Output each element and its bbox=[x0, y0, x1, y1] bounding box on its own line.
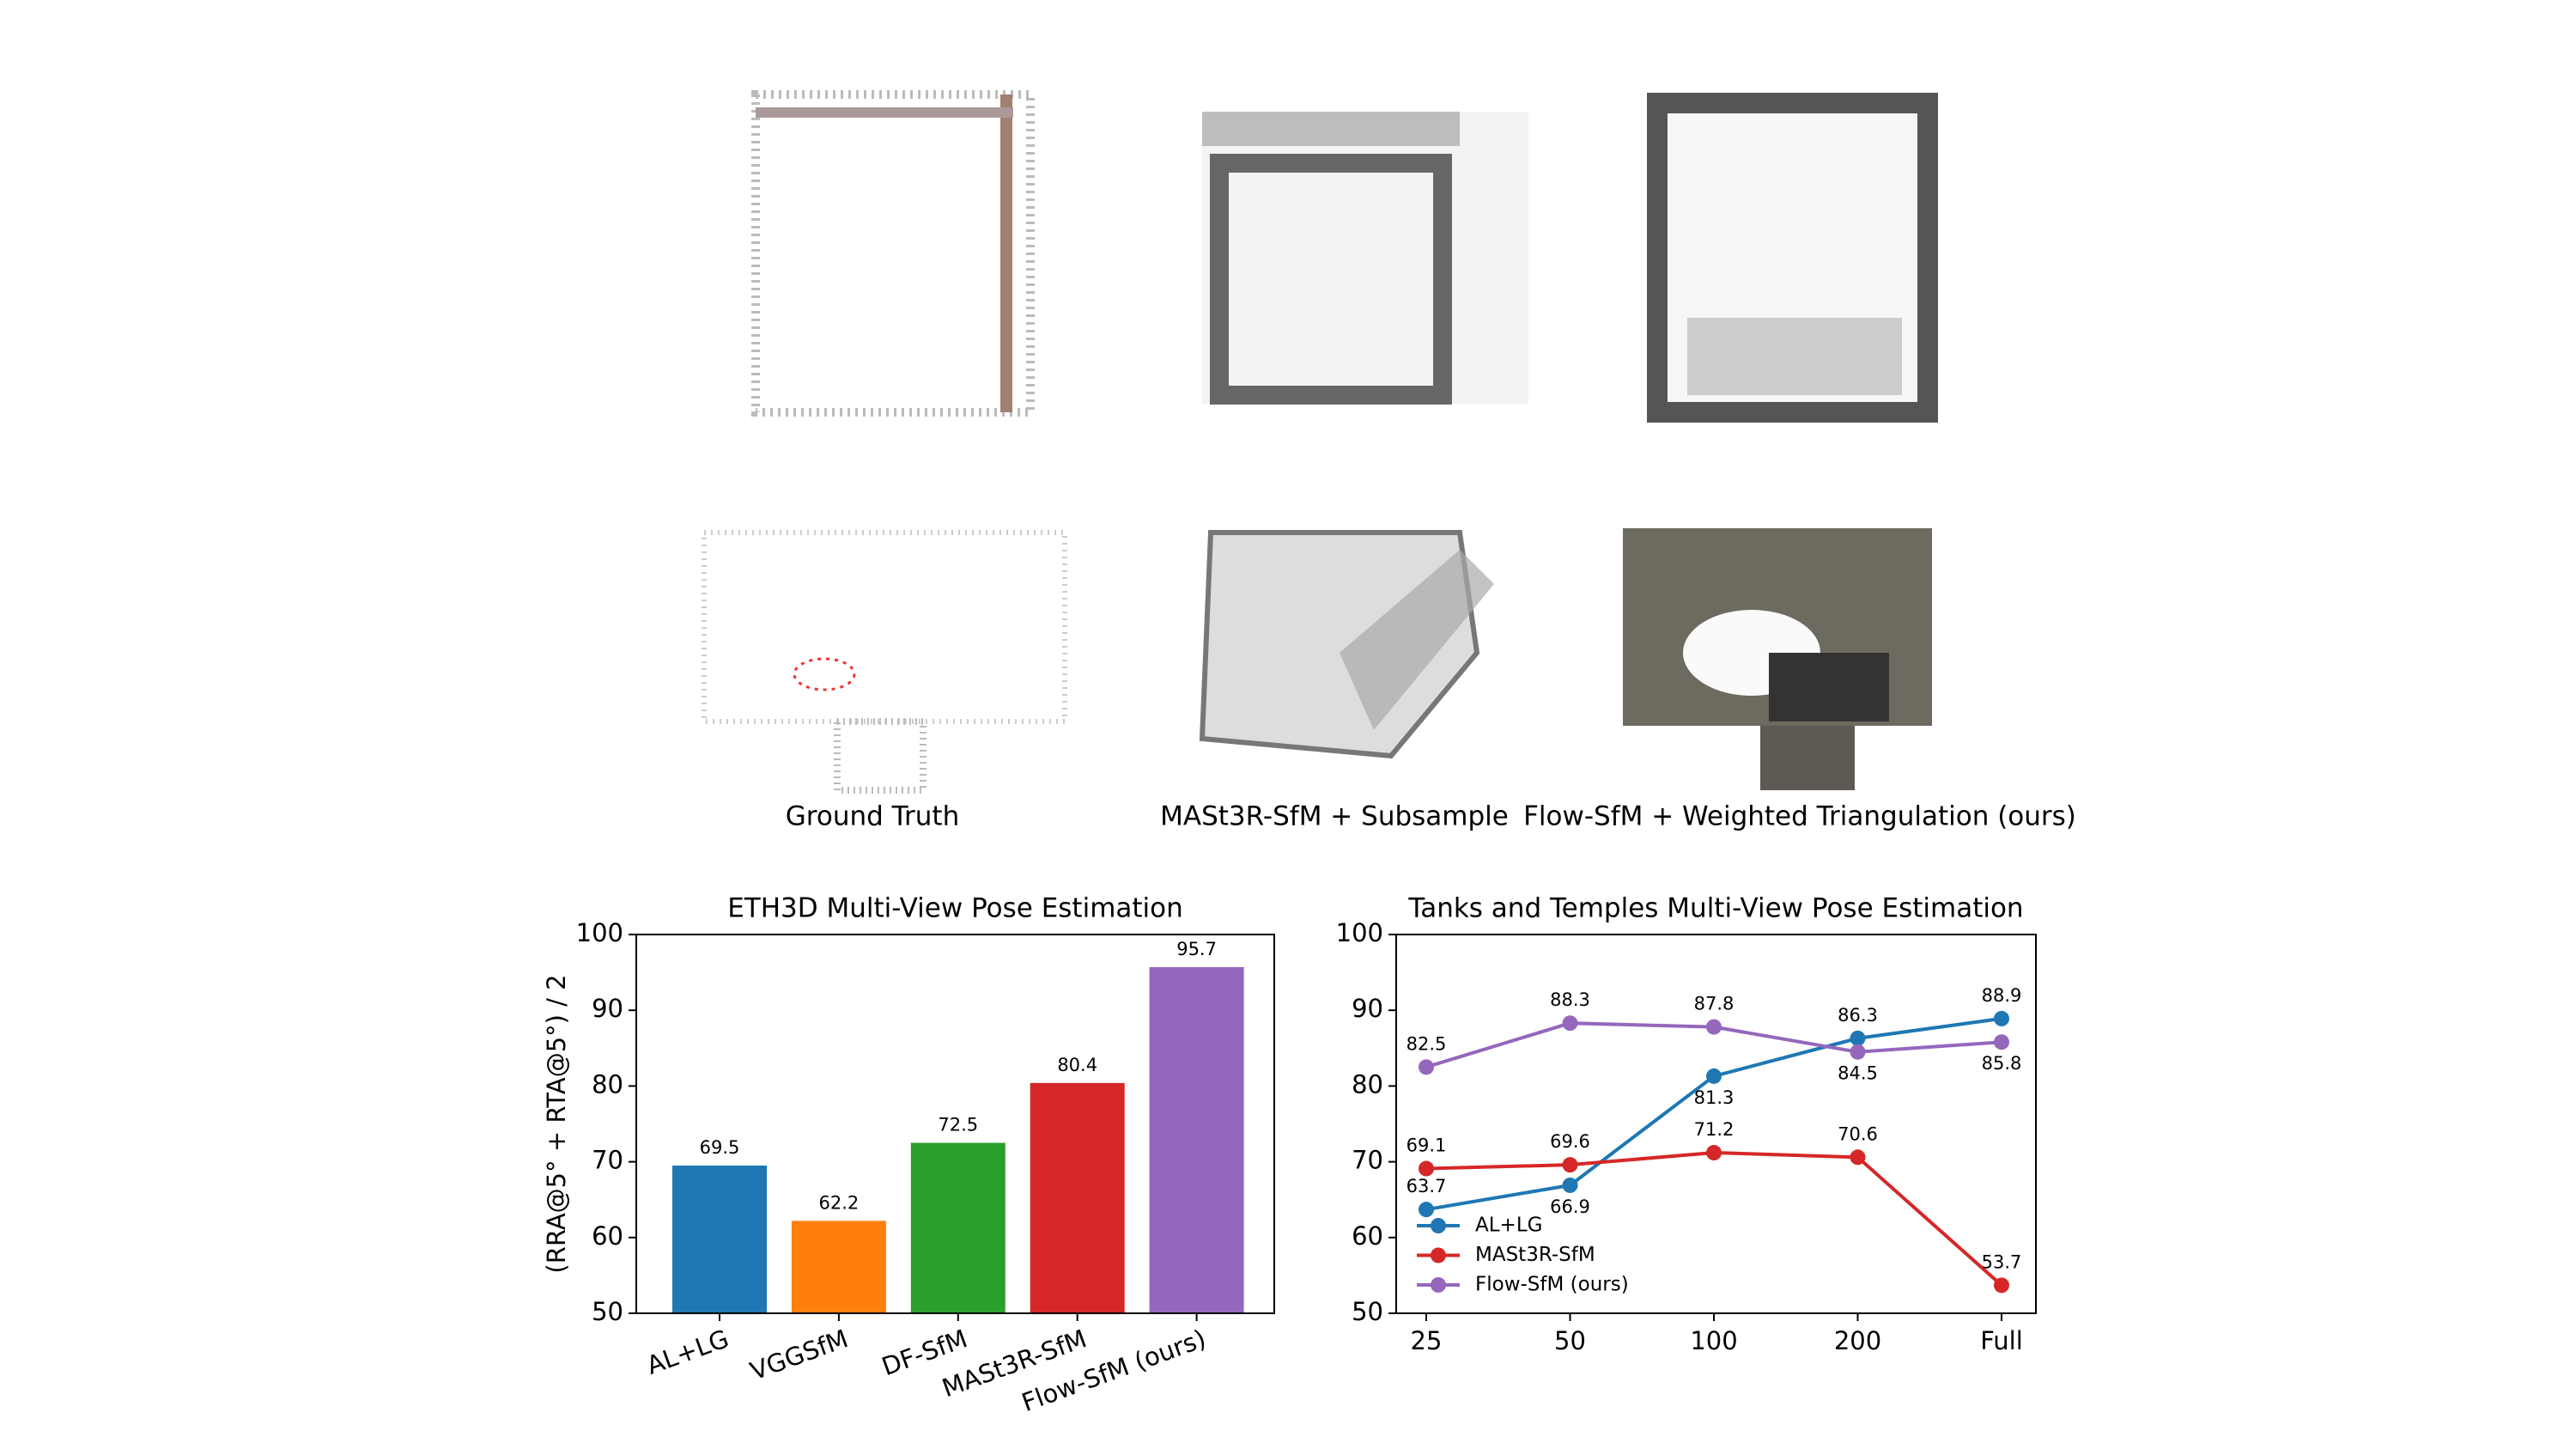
marker bbox=[1419, 1202, 1434, 1218]
marker bbox=[1419, 1059, 1434, 1075]
data-label: 86.3 bbox=[1838, 1005, 1878, 1026]
y-tick-label: 70 bbox=[1352, 1146, 1383, 1175]
reconstruction-images bbox=[702, 90, 1938, 794]
y-tick-label: 60 bbox=[592, 1221, 623, 1251]
image-mast3r-top bbox=[1202, 112, 1528, 405]
data-label: 87.8 bbox=[1694, 994, 1735, 1014]
data-label: 66.9 bbox=[1550, 1196, 1590, 1217]
y-tick-label: 50 bbox=[1352, 1297, 1383, 1326]
marker bbox=[1994, 1010, 2009, 1026]
legend-label: MASt3R-SfM bbox=[1475, 1244, 1595, 1266]
y-tick-label: 80 bbox=[592, 1069, 623, 1099]
data-label: 72.5 bbox=[938, 1115, 978, 1135]
y-tick-label: 60 bbox=[1352, 1221, 1383, 1251]
marker bbox=[1419, 1160, 1434, 1177]
bar bbox=[791, 1221, 886, 1313]
data-label: 63.7 bbox=[1406, 1176, 1447, 1196]
bar bbox=[1030, 1082, 1125, 1313]
x-tick-label: AL+LG bbox=[643, 1324, 733, 1380]
image-ground-truth-bottom bbox=[702, 530, 1067, 794]
y-tick-label: 50 bbox=[592, 1297, 623, 1326]
image-flowsfm-bottom bbox=[1623, 528, 1932, 790]
marker bbox=[1562, 1157, 1578, 1173]
legend-label: AL+LG bbox=[1475, 1215, 1542, 1237]
caption: MASt3R-SfM + Subsample bbox=[1160, 801, 1509, 832]
x-tick-label: 200 bbox=[1834, 1326, 1881, 1355]
data-label: 69.6 bbox=[1550, 1131, 1590, 1152]
data-label: 81.3 bbox=[1694, 1087, 1735, 1108]
image-flowsfm-top bbox=[1647, 93, 1938, 423]
y-axis-label: (RRA@5° + RTA@5°) / 2 bbox=[542, 974, 571, 1273]
x-tick-label: 50 bbox=[1554, 1326, 1586, 1355]
data-label: 53.7 bbox=[1982, 1251, 2022, 1272]
legend-label: Flow-SfM (ours) bbox=[1475, 1274, 1629, 1296]
data-label: 62.2 bbox=[819, 1192, 860, 1213]
legend-marker bbox=[1431, 1277, 1446, 1293]
data-label: 88.3 bbox=[1550, 989, 1590, 1010]
data-label: 88.9 bbox=[1982, 985, 2022, 1006]
y-tick-label: 90 bbox=[1352, 994, 1383, 1023]
legend-marker bbox=[1431, 1247, 1446, 1263]
data-label: 69.1 bbox=[1406, 1135, 1447, 1156]
data-label: 95.7 bbox=[1176, 939, 1217, 959]
axes-frame bbox=[635, 934, 1275, 1314]
marker bbox=[1562, 1177, 1578, 1193]
marker bbox=[1850, 1149, 1866, 1166]
y-tick-label: 100 bbox=[576, 918, 623, 947]
marker bbox=[1850, 1030, 1866, 1046]
bar bbox=[672, 1166, 767, 1313]
x-tick-label: VGGSfM bbox=[746, 1324, 852, 1385]
y-tick-label: 90 bbox=[592, 994, 623, 1023]
image-mast3r-bottom bbox=[1199, 530, 1494, 759]
caption: Ground Truth bbox=[786, 801, 959, 832]
marker bbox=[1706, 1019, 1722, 1035]
legend-marker bbox=[1431, 1218, 1446, 1233]
data-label: 84.5 bbox=[1838, 1063, 1878, 1084]
x-tick-label: Full bbox=[1980, 1326, 2023, 1355]
marker bbox=[1850, 1044, 1866, 1060]
marker bbox=[1706, 1068, 1722, 1084]
caption: Flow-SfM + Weighted Triangulation (ours) bbox=[1523, 801, 2076, 832]
bar bbox=[910, 1142, 1005, 1313]
image-ground-truth-top bbox=[751, 90, 1035, 417]
y-tick-label: 100 bbox=[1336, 918, 1383, 947]
chart-title: ETH3D Multi-View Pose Estimation bbox=[727, 893, 1183, 924]
data-label: 71.2 bbox=[1694, 1119, 1735, 1140]
y-tick-label: 70 bbox=[592, 1146, 623, 1175]
data-label: 70.6 bbox=[1838, 1123, 1878, 1144]
data-label: 69.5 bbox=[700, 1137, 740, 1158]
axes-frame bbox=[1395, 934, 2037, 1314]
data-label: 82.5 bbox=[1406, 1033, 1447, 1054]
marker bbox=[1994, 1034, 2009, 1050]
y-tick-label: 80 bbox=[1352, 1069, 1383, 1099]
marker bbox=[1706, 1145, 1722, 1161]
data-label: 85.8 bbox=[1982, 1053, 2022, 1074]
chart-title: Tanks and Temples Multi-View Pose Estima… bbox=[1407, 893, 2023, 924]
marker bbox=[1562, 1015, 1578, 1032]
marker bbox=[1994, 1277, 2009, 1294]
data-label: 80.4 bbox=[1057, 1055, 1097, 1075]
x-tick-label: 25 bbox=[1411, 1326, 1443, 1355]
bar bbox=[1149, 966, 1244, 1313]
x-tick-label: 100 bbox=[1690, 1326, 1737, 1355]
